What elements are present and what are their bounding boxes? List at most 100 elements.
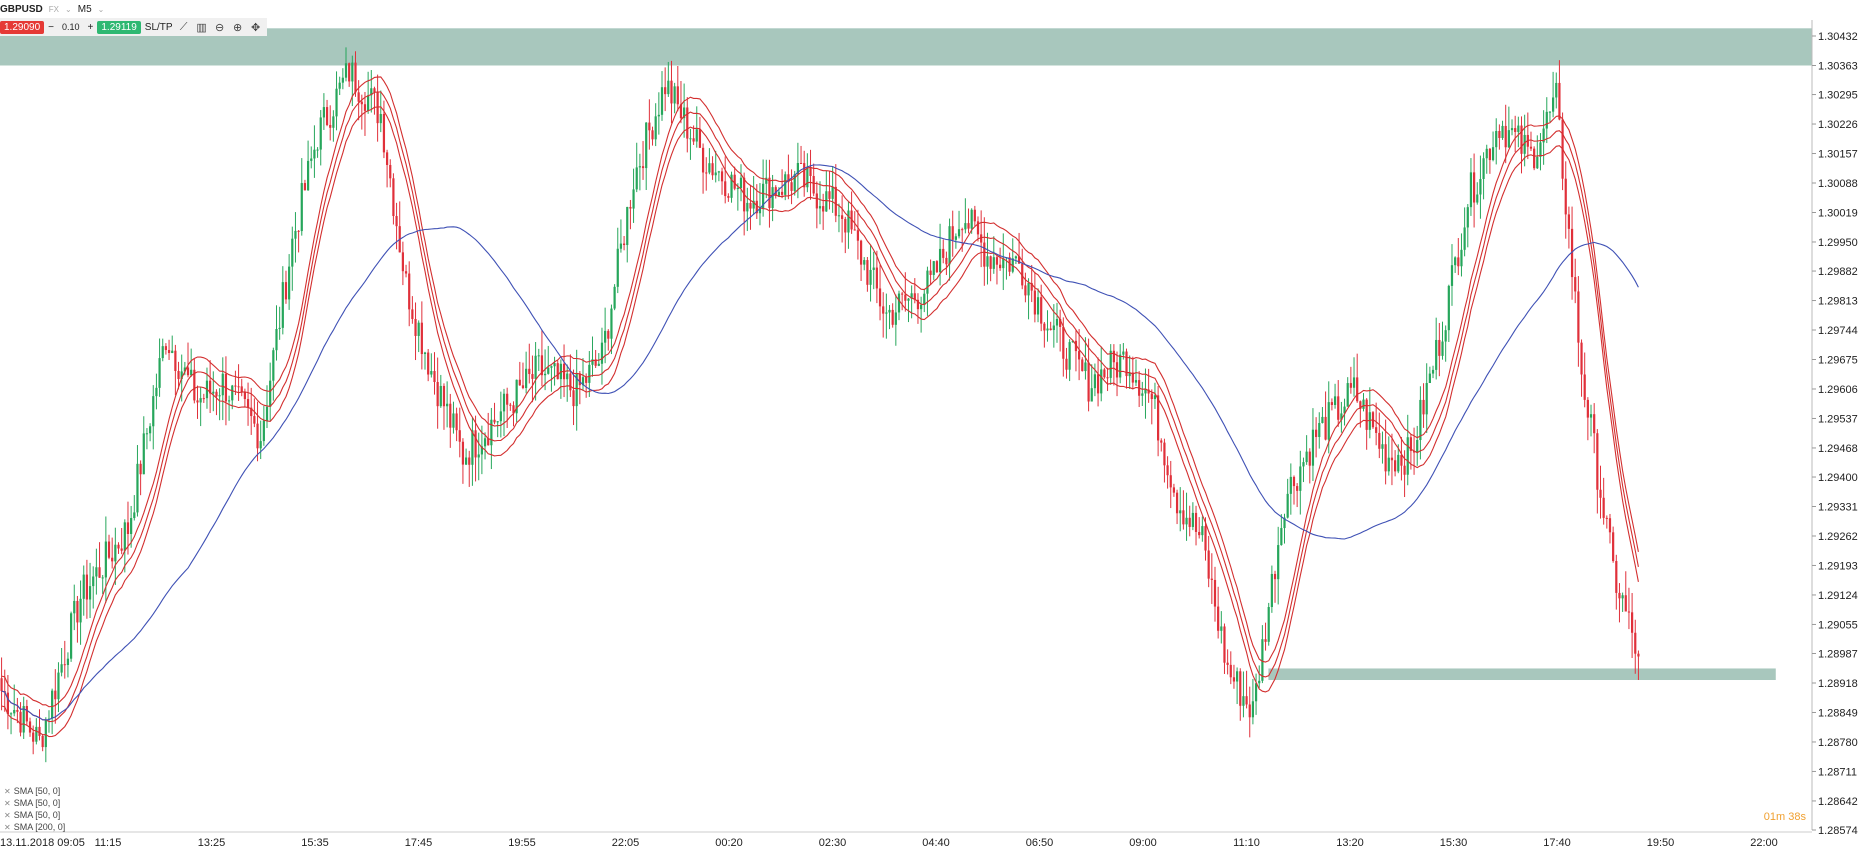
lot-size-input[interactable]: 0.10: [62, 22, 80, 32]
candle: [496, 421, 499, 438]
candle: [850, 191, 853, 234]
sma50-line-3[interactable]: [1, 106, 1639, 738]
candle: [1194, 505, 1198, 546]
candle: [1021, 248, 1024, 290]
candle: [1517, 116, 1520, 148]
plus-icon[interactable]: +: [87, 21, 94, 33]
candle: [1213, 566, 1217, 622]
candle: [1368, 387, 1371, 439]
candle: [439, 374, 442, 408]
candle: [1586, 397, 1589, 441]
candle: [468, 450, 471, 487]
zoom-in-icon[interactable]: ⊕: [232, 21, 243, 34]
candle: [1570, 206, 1574, 300]
candle: [107, 534, 111, 560]
indicator-legend-2[interactable]: ✕ SMA [50, 0]: [4, 798, 61, 808]
indicator-legend-1[interactable]: ✕ SMA [50, 0]: [4, 786, 61, 796]
x-tick-label: 04:40: [922, 837, 950, 849]
candle: [218, 388, 221, 421]
candle: [1210, 553, 1213, 604]
candle: [594, 349, 597, 368]
zone-1[interactable]: [1268, 668, 1776, 681]
candle: [1542, 110, 1545, 165]
buy-price-button[interactable]: 1.29119: [97, 20, 141, 34]
candle: [373, 86, 376, 115]
candle: [357, 80, 360, 121]
crosshair-move-icon[interactable]: ✥: [250, 21, 261, 34]
line-chart-icon[interactable]: ⟋: [179, 20, 188, 33]
candle: [1637, 650, 1640, 680]
candle: [259, 420, 262, 460]
candle: [809, 149, 812, 200]
candle: [1115, 351, 1119, 397]
candle: [294, 212, 297, 263]
indicator-legend-3[interactable]: ✕ SMA [50, 0]: [4, 810, 61, 820]
candle: [569, 354, 572, 397]
candle: [427, 349, 430, 382]
candle: [284, 270, 288, 304]
sma200-line[interactable]: [1, 164, 1639, 721]
candle: [831, 166, 834, 213]
candle: [1179, 487, 1182, 532]
candle: [117, 542, 120, 554]
chart-header: GBPUSD FX ⌄ M5 ⌄: [0, 0, 104, 18]
close-icon[interactable]: ✕: [4, 799, 11, 808]
x-tick-label: 17:45: [405, 837, 433, 849]
candle: [714, 150, 717, 183]
candle: [528, 343, 531, 384]
candle: [995, 255, 999, 285]
candle: [1343, 398, 1346, 426]
candle: [95, 548, 98, 595]
candle: [1618, 583, 1621, 623]
candle: [0, 657, 3, 711]
x-tick-label: 11:15: [95, 837, 122, 849]
close-icon[interactable]: ✕: [4, 787, 11, 796]
timeframe-label[interactable]: M5: [77, 3, 92, 15]
candle: [1400, 436, 1403, 481]
x-tick-label: 19:55: [508, 837, 536, 849]
candle: [344, 47, 348, 82]
symbol-label[interactable]: GBPUSD: [0, 3, 43, 15]
y-tick-label: 1.29537: [1818, 413, 1858, 425]
candle: [1435, 317, 1438, 380]
close-icon[interactable]: ✕: [4, 811, 11, 820]
candle: [575, 349, 578, 431]
candle: [1046, 310, 1049, 342]
symbol-tag: FX: [48, 4, 60, 14]
candles-icon[interactable]: ▥: [196, 21, 207, 34]
candle: [1138, 371, 1141, 408]
candle: [660, 71, 664, 121]
candle: [436, 357, 439, 429]
zoom-out-icon[interactable]: ⊖: [214, 21, 225, 34]
sltp-button[interactable]: SL/TP: [144, 21, 173, 33]
candle: [1280, 514, 1283, 546]
candle: [1226, 649, 1229, 675]
candle: [629, 199, 632, 230]
candle: [733, 166, 736, 191]
minus-icon[interactable]: −: [48, 21, 54, 33]
candle: [329, 105, 332, 141]
candle: [638, 153, 641, 191]
candle: [101, 574, 104, 595]
sell-price-button[interactable]: 1.29090: [0, 20, 45, 34]
indicator-legend-4[interactable]: ✕ SMA [200, 0]: [4, 822, 66, 832]
candle: [455, 407, 458, 442]
candle: [120, 527, 123, 555]
zone-0[interactable]: [0, 28, 1812, 66]
candle: [63, 640, 66, 679]
trade-toolbar: 1.29090 − 0.10 + 1.29119 SL/TP ⟋ ▥ ⊖ ⊕ ✥: [0, 18, 267, 36]
sma50-line-2[interactable]: [1, 91, 1639, 723]
candle: [1065, 347, 1068, 379]
candle: [392, 173, 395, 225]
candle: [1150, 389, 1153, 425]
sma50-line-1[interactable]: [1, 76, 1639, 708]
candle: [319, 110, 322, 166]
candle: [9, 712, 13, 735]
chevron-down-icon[interactable]: ⌄: [97, 4, 105, 14]
candle: [983, 217, 986, 286]
candle: [174, 344, 177, 396]
close-icon[interactable]: ✕: [4, 823, 11, 832]
candle: [51, 688, 54, 735]
chevron-down-icon[interactable]: ⌄: [65, 4, 72, 14]
